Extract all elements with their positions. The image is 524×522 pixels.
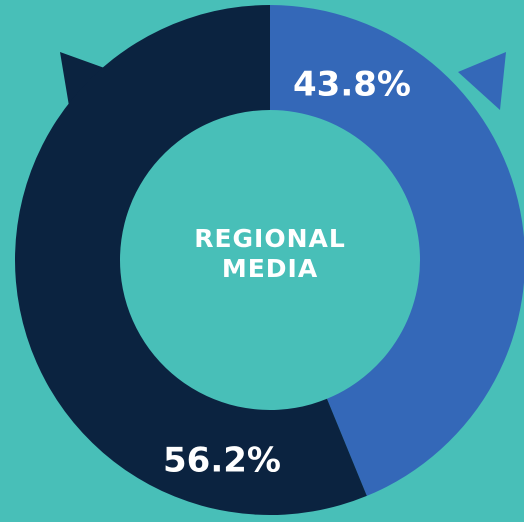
slice: [15, 5, 367, 515]
arrow-head-right: [458, 52, 506, 110]
value-label: 56.2%: [163, 441, 281, 481]
slices: [15, 5, 524, 515]
slice: [270, 5, 524, 496]
arrow-head-left: [60, 52, 110, 112]
center-label: REGIONAL: [194, 224, 346, 253]
value-label: 43.8%: [293, 65, 411, 105]
center-label: MEDIA: [222, 254, 318, 283]
